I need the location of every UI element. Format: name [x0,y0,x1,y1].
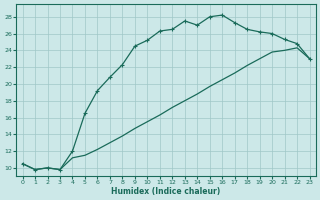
X-axis label: Humidex (Indice chaleur): Humidex (Indice chaleur) [111,187,221,196]
